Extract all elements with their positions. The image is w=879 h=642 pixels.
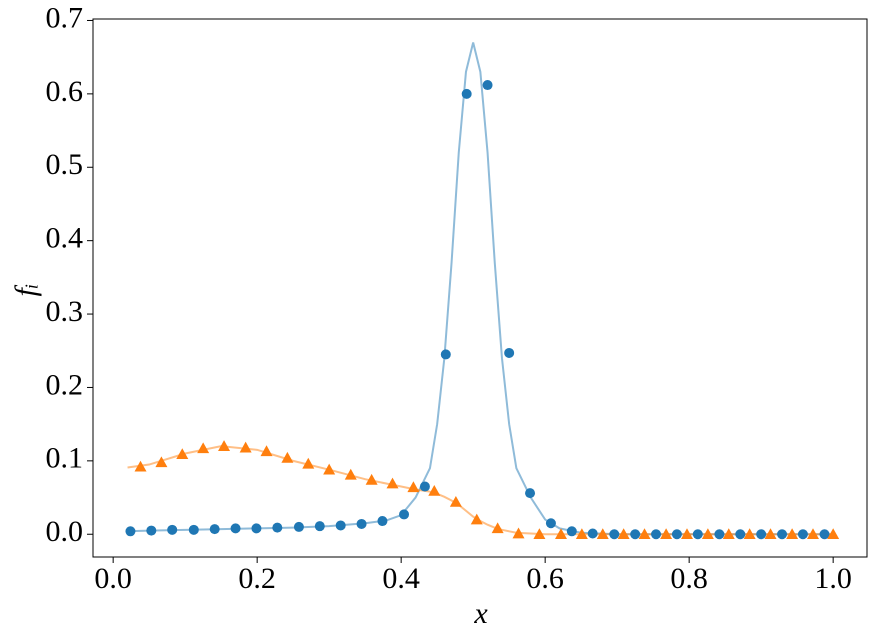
- circle-marker: [566, 526, 577, 537]
- y-tick-label: 0.6: [46, 75, 84, 108]
- circle-marker: [545, 518, 556, 529]
- x-tick-label: 0.8: [670, 562, 708, 595]
- triangle-marker: [449, 495, 462, 507]
- triangle-marker: [407, 481, 420, 493]
- circle-marker: [587, 528, 598, 539]
- triangle-marker: [428, 484, 441, 496]
- plot-frame: [92, 18, 868, 558]
- triangle-marker: [134, 460, 147, 472]
- circle-marker: [651, 529, 662, 540]
- triangle-marker: [176, 448, 189, 460]
- y-axis-label: fᵢ: [9, 283, 42, 296]
- triangle-marker: [155, 456, 168, 468]
- triangle-marker: [386, 477, 399, 489]
- circle-marker: [777, 529, 788, 540]
- triangle-marker: [491, 522, 504, 534]
- triangle-marker: [681, 528, 693, 540]
- triangle-marker: [701, 528, 714, 540]
- circle-marker: [440, 349, 451, 360]
- circle-marker: [461, 88, 472, 99]
- triangle-marker: [660, 528, 673, 540]
- circle-marker: [293, 521, 304, 532]
- x-tick-label: 0.4: [382, 562, 420, 595]
- circle-marker: [335, 520, 346, 531]
- circle-marker: [146, 525, 157, 536]
- circle-marker: [314, 521, 325, 532]
- circle-marker: [756, 529, 767, 540]
- circle-marker: [188, 524, 199, 535]
- circle-marker: [230, 523, 241, 534]
- circle-marker: [671, 529, 682, 540]
- circle-marker: [714, 529, 725, 540]
- triangle-marker: [575, 528, 588, 540]
- y-tick-label: 0.0: [46, 515, 84, 548]
- triangle-marker: [555, 528, 567, 540]
- x-tick-label: 0.2: [238, 562, 276, 595]
- y-tick-label: 0.5: [46, 148, 84, 181]
- circle-marker: [272, 522, 283, 533]
- triangle-marker: [470, 513, 483, 525]
- triangle-marker: [617, 528, 630, 540]
- triangle-marker: [638, 528, 651, 540]
- triangle-marker: [344, 468, 357, 480]
- triangle-marker: [365, 473, 378, 485]
- circle-marker: [525, 488, 536, 499]
- triangle-marker: [533, 528, 546, 540]
- line: [127, 445, 834, 536]
- circle-marker: [819, 529, 830, 540]
- y-tick-label: 0.3: [46, 295, 84, 328]
- triangle-marker: [512, 527, 525, 539]
- circle-marker: [419, 481, 430, 492]
- triangle-marker: [218, 440, 231, 451]
- x-tick-label: 0.6: [526, 562, 564, 595]
- triangle-marker: [827, 528, 840, 540]
- circle-marker: [377, 516, 388, 527]
- circle-marker: [399, 509, 410, 520]
- triangle-marker: [302, 457, 315, 469]
- triangle-marker: [281, 451, 294, 463]
- circle-marker: [797, 529, 808, 540]
- triangle-marker: [596, 528, 609, 540]
- x-axis-label: x: [473, 597, 488, 630]
- circle-marker: [167, 524, 178, 535]
- circle-marker: [692, 529, 703, 540]
- triangle-marker: [323, 463, 336, 475]
- circle-marker: [356, 518, 367, 529]
- y-tick-label: 0.1: [46, 442, 84, 475]
- triangle-marker: [197, 442, 210, 454]
- circle-marker: [609, 529, 620, 540]
- circle-marker: [735, 529, 746, 540]
- circle-marker: [251, 523, 262, 534]
- circle-marker: [630, 529, 641, 540]
- circle-marker: [125, 526, 136, 537]
- triangle-marker: [260, 445, 273, 457]
- x-tick-label: 1.0: [814, 562, 852, 595]
- triangle-marker: [807, 528, 819, 540]
- circle-marker: [482, 80, 493, 91]
- triangle-marker: [786, 528, 799, 540]
- triangle-marker: [722, 528, 735, 540]
- circle-marker: [209, 524, 220, 535]
- circle-marker: [504, 347, 515, 358]
- line: [127, 42, 834, 536]
- y-tick-label: 0.4: [46, 222, 84, 255]
- y-tick-label: 0.7: [46, 1, 84, 34]
- triangle-marker: [764, 528, 777, 540]
- triangle-marker: [743, 528, 756, 540]
- y-tick-label: 0.2: [46, 368, 84, 401]
- x-tick-label: 0.0: [94, 562, 132, 595]
- triangle-marker: [239, 441, 252, 453]
